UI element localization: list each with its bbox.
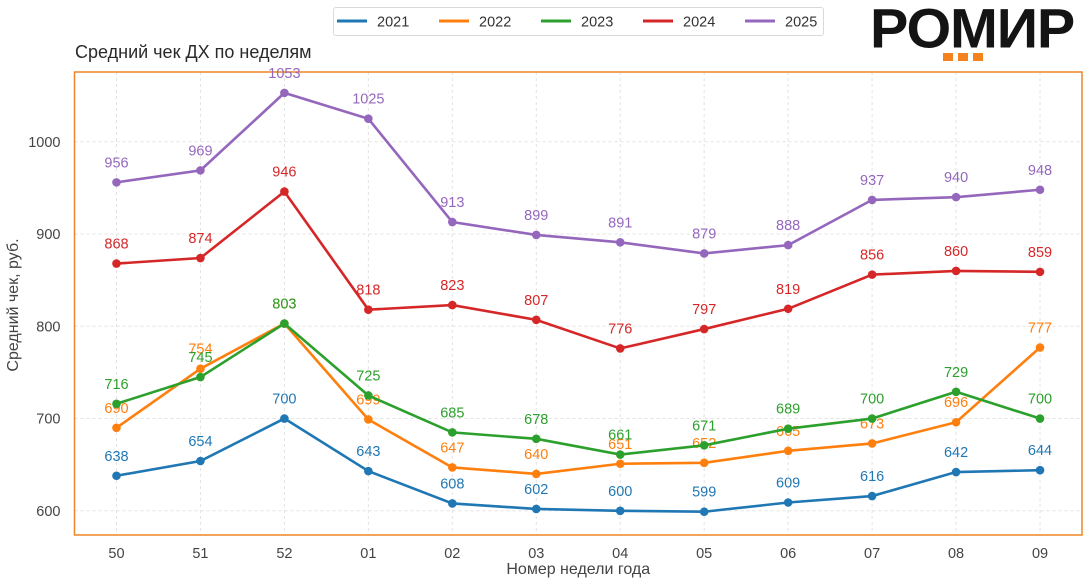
svg-text:647: 647 [440,440,464,456]
svg-text:2022: 2022 [479,15,511,31]
svg-text:600: 600 [36,504,60,520]
svg-text:807: 807 [524,293,548,309]
svg-text:685: 685 [440,405,464,421]
svg-text:819: 819 [776,282,800,298]
svg-text:899: 899 [524,208,548,224]
svg-text:05: 05 [696,546,712,562]
svg-text:678: 678 [524,412,548,428]
svg-text:860: 860 [944,244,968,260]
svg-text:948: 948 [1028,163,1052,179]
svg-text:599: 599 [692,485,716,501]
svg-text:700: 700 [36,412,60,428]
svg-text:891: 891 [608,215,632,231]
svg-text:654: 654 [188,434,212,450]
svg-text:Номер недели года: Номер недели года [506,561,650,578]
svg-text:661: 661 [608,428,632,444]
svg-text:2021: 2021 [377,15,409,31]
svg-text:700: 700 [272,392,296,408]
svg-text:879: 879 [692,226,716,242]
svg-text:913: 913 [440,195,464,211]
svg-text:700: 700 [1028,392,1052,408]
svg-text:940: 940 [944,170,968,186]
svg-text:946: 946 [272,165,296,181]
svg-text:888: 888 [776,218,800,234]
svg-text:638: 638 [104,449,128,465]
svg-text:09: 09 [1032,546,1048,562]
svg-text:1025: 1025 [352,92,384,108]
svg-text:671: 671 [692,418,716,434]
svg-text:2025: 2025 [785,15,817,31]
svg-text:969: 969 [188,143,212,159]
svg-text:859: 859 [1028,245,1052,261]
svg-text:2024: 2024 [683,15,715,31]
svg-text:868: 868 [104,237,128,253]
svg-text:602: 602 [524,482,548,498]
svg-text:51: 51 [192,546,208,562]
svg-text:856: 856 [860,248,884,264]
svg-text:900: 900 [36,227,60,243]
svg-text:700: 700 [860,392,884,408]
svg-text:644: 644 [1028,443,1052,459]
svg-text:642: 642 [944,445,968,461]
svg-text:818: 818 [356,283,380,299]
svg-text:696: 696 [944,395,968,411]
svg-text:640: 640 [524,447,548,463]
svg-text:Средний чек, руб.: Средний чек, руб. [5,238,22,371]
svg-text:689: 689 [776,402,800,418]
svg-text:616: 616 [860,469,884,485]
svg-text:874: 874 [188,231,212,247]
svg-text:52: 52 [276,546,292,562]
svg-text:716: 716 [104,377,128,393]
svg-text:745: 745 [188,350,212,366]
svg-text:800: 800 [36,319,60,335]
svg-text:803: 803 [272,297,296,313]
svg-text:643: 643 [356,444,380,460]
svg-text:777: 777 [1028,321,1052,337]
svg-text:02: 02 [444,546,460,562]
svg-text:2023: 2023 [581,15,613,31]
svg-text:07: 07 [864,546,880,562]
svg-text:725: 725 [356,368,380,384]
svg-text:608: 608 [440,476,464,492]
svg-text:08: 08 [948,546,964,562]
svg-text:06: 06 [780,546,796,562]
svg-text:937: 937 [860,173,884,189]
svg-text:01: 01 [360,546,376,562]
svg-text:776: 776 [608,321,632,337]
svg-text:50: 50 [108,546,124,562]
svg-text:956: 956 [104,155,128,171]
svg-text:04: 04 [612,546,628,562]
svg-text:609: 609 [776,476,800,492]
svg-text:600: 600 [608,484,632,500]
svg-text:797: 797 [692,302,716,318]
svg-text:1053: 1053 [268,66,300,82]
svg-text:1000: 1000 [28,135,60,151]
svg-text:03: 03 [528,546,544,562]
svg-text:729: 729 [944,365,968,381]
svg-text:823: 823 [440,278,464,294]
